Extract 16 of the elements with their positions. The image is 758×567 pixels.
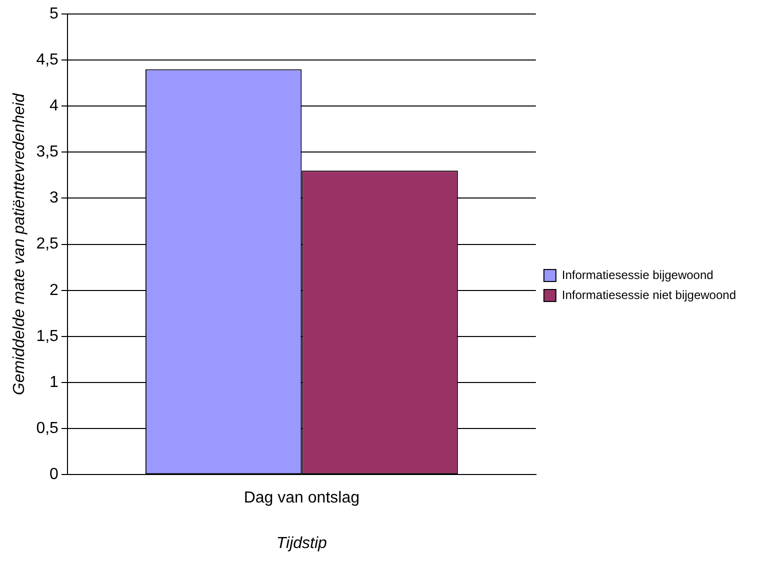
y-tick-label: 2,5 bbox=[36, 236, 59, 253]
legend-label: Informatiesessie niet bijgewoond bbox=[562, 288, 736, 302]
y-tick-label: 3,5 bbox=[36, 144, 59, 161]
x-axis-title: Tijdstip bbox=[276, 534, 328, 552]
y-tick-label: 4,5 bbox=[36, 51, 59, 68]
y-tick-label: 1 bbox=[50, 374, 59, 391]
y-tick-label: 0,5 bbox=[36, 420, 59, 437]
y-tick-label: 2 bbox=[50, 282, 59, 299]
x-tick-label: Dag van ontslag bbox=[244, 490, 360, 507]
y-tick-label: 0 bbox=[50, 466, 59, 484]
y-tick-label: 1,5 bbox=[36, 328, 59, 345]
y-tick-label: 5 bbox=[50, 5, 59, 22]
y-tick-label: 3 bbox=[50, 190, 59, 207]
y-axis-title: Gemiddelde mate van patiënttevredenheid bbox=[11, 92, 28, 396]
y-tick-label: 4 bbox=[50, 98, 59, 115]
legend-label: Informatiesessie bijgewoond bbox=[562, 268, 714, 282]
